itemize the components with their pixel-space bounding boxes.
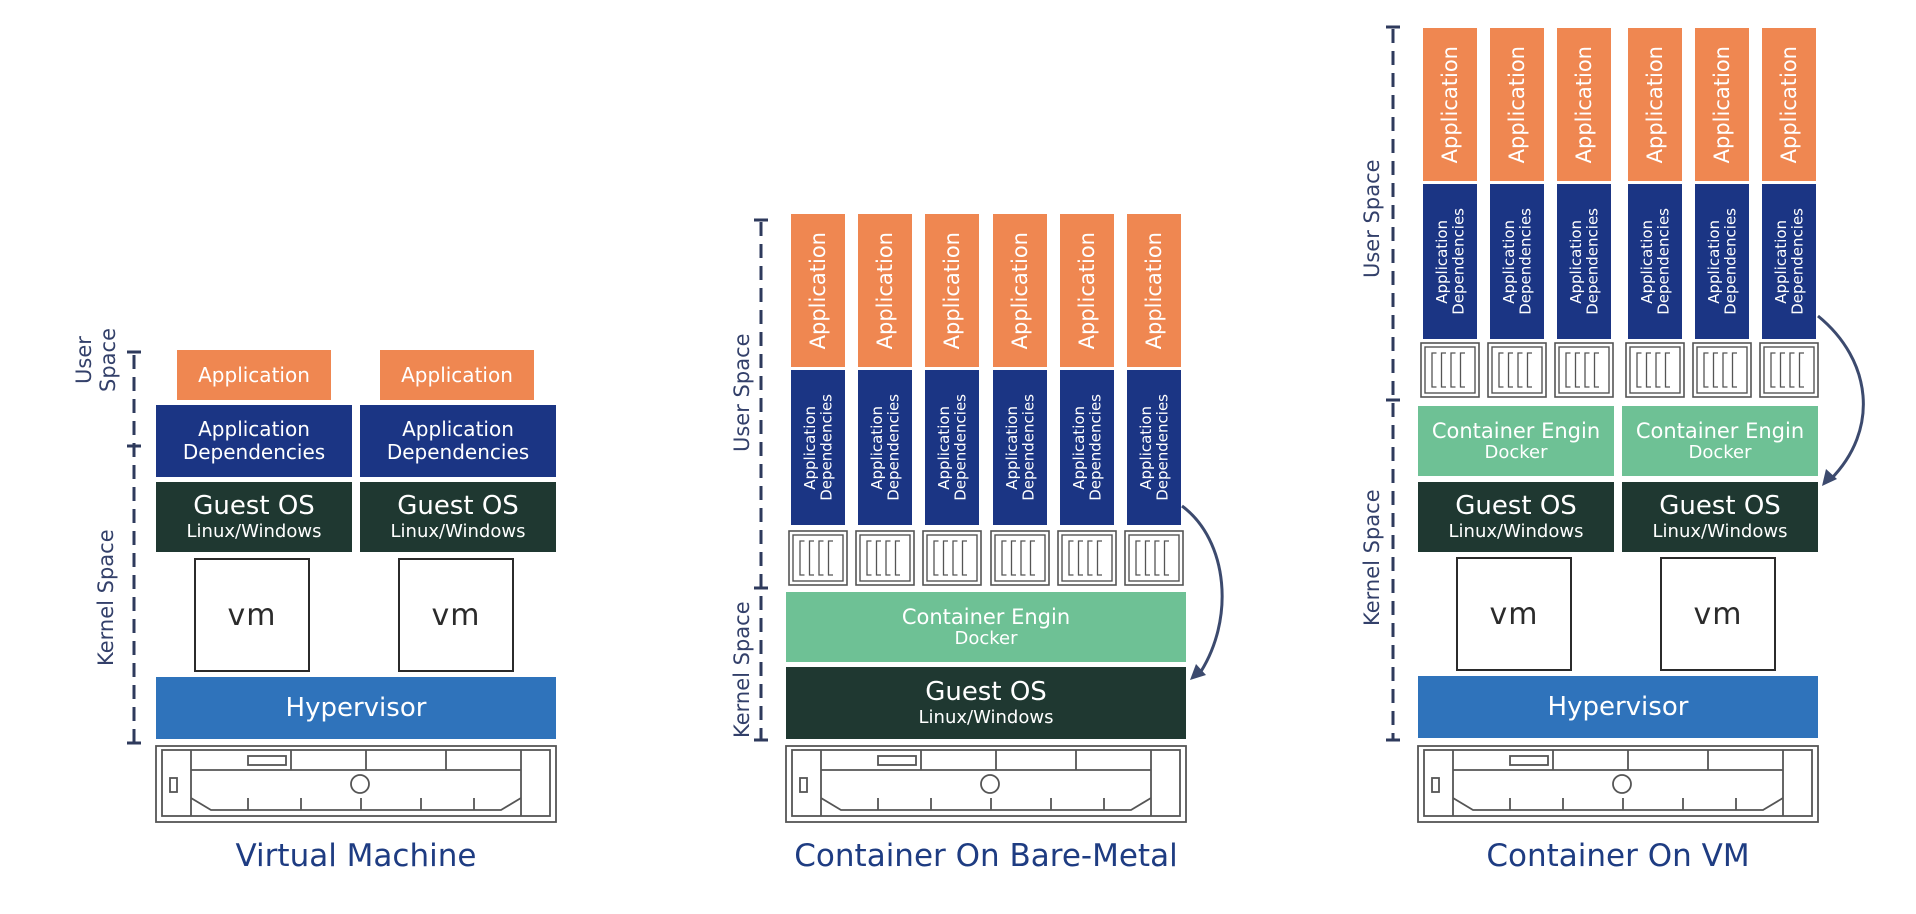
vm-box-1: vm <box>194 558 310 672</box>
bare-metal-axis <box>754 218 768 742</box>
vm-axis <box>127 350 141 745</box>
container-vm-axis <box>1386 25 1400 742</box>
container-vm-dependencies-2: Application Dependencies <box>1490 184 1544 339</box>
bare-metal-dependencies-3: Application Dependencies <box>925 370 979 525</box>
container-vm-dependencies-4: Application Dependencies <box>1628 184 1682 339</box>
container-vm-container-icon-5 <box>1692 342 1752 398</box>
container-vm-dependencies-5: Application Dependencies <box>1695 184 1749 339</box>
bare-metal-container-icon-1 <box>788 530 848 586</box>
bare-metal-container-icon-2 <box>855 530 915 586</box>
vm-application-1: Application <box>177 350 331 400</box>
vm-application-2: Application <box>380 350 534 400</box>
bare-metal-arrow <box>1181 504 1224 677</box>
bare-metal-dependencies-5: Application Dependencies <box>1060 370 1114 525</box>
container-vm-container-icon-2 <box>1487 342 1547 398</box>
container-vm-container-icon-4 <box>1625 342 1685 398</box>
container-vm-guest-os-2: Guest OS Linux/Windows <box>1622 482 1818 552</box>
container-vm-container-icon-1 <box>1420 342 1480 398</box>
bare-metal-dependencies-4: Application Dependencies <box>993 370 1047 525</box>
container-vm-container-icon-3 <box>1554 342 1614 398</box>
container-vm-box-2: vm <box>1660 557 1776 671</box>
vm-dependencies-2: Application Dependencies <box>360 405 556 477</box>
vm-title: Virtual Machine <box>235 838 477 874</box>
container-vm-application-1: Application <box>1423 28 1477 181</box>
bare-metal-application-1: Application <box>791 214 845 367</box>
container-vm-application-6: Application <box>1762 28 1816 181</box>
container-vm-container-icon-6 <box>1759 342 1819 398</box>
vm-guest-os-1: Guest OS Linux/Windows <box>156 482 352 552</box>
container-vm-application-5: Application <box>1695 28 1749 181</box>
vm-box-2: vm <box>398 558 514 672</box>
container-vm-guest-os-1: Guest OS Linux/Windows <box>1418 482 1614 552</box>
bare-metal-application-6: Application <box>1127 214 1181 367</box>
container-vm-engine-2: Container Engin Docker <box>1622 406 1818 476</box>
bare-metal-container-engine: Container Engin Docker <box>786 592 1186 662</box>
bare-metal-dependencies-2: Application Dependencies <box>858 370 912 525</box>
container-vm-hypervisor: Hypervisor <box>1418 676 1818 738</box>
container-vm-application-4: Application <box>1628 28 1682 181</box>
bare-metal-application-3: Application <box>925 214 979 367</box>
bare-metal-dependencies-6: Application Dependencies <box>1127 370 1181 525</box>
bare-metal-container-icon-6 <box>1124 530 1184 586</box>
bare-metal-container-icon-5 <box>1057 530 1117 586</box>
bare-metal-application-4: Application <box>993 214 1047 367</box>
container-vm-box-1: vm <box>1456 557 1572 671</box>
bare-metal-application-5: Application <box>1060 214 1114 367</box>
container-vm-title: Container On VM <box>1486 838 1750 874</box>
bare-metal-container-icon-4 <box>990 530 1050 586</box>
container-vm-application-3: Application <box>1557 28 1611 181</box>
bare-metal-dependencies-1: Application Dependencies <box>791 370 845 525</box>
vm-hypervisor: Hypervisor <box>156 677 556 739</box>
container-vm-dependencies-3: Application Dependencies <box>1557 184 1611 339</box>
container-vm-dependencies-6: Application Dependencies <box>1762 184 1816 339</box>
container-vm-dependencies-1: Application Dependencies <box>1423 184 1477 339</box>
container-vm-application-2: Application <box>1490 28 1544 181</box>
container-vm-arrow <box>1817 314 1865 482</box>
vm-guest-os-2: Guest OS Linux/Windows <box>360 482 556 552</box>
bare-metal-guest-os: Guest OS Linux/Windows <box>786 667 1186 739</box>
container-vm-engine-1: Container Engin Docker <box>1418 406 1614 476</box>
bare-metal-application-2: Application <box>858 214 912 367</box>
bare-metal-container-icon-3 <box>922 530 982 586</box>
bare-metal-title: Container On Bare-Metal <box>794 838 1178 874</box>
vm-dependencies-1: Application Dependencies <box>156 405 352 477</box>
